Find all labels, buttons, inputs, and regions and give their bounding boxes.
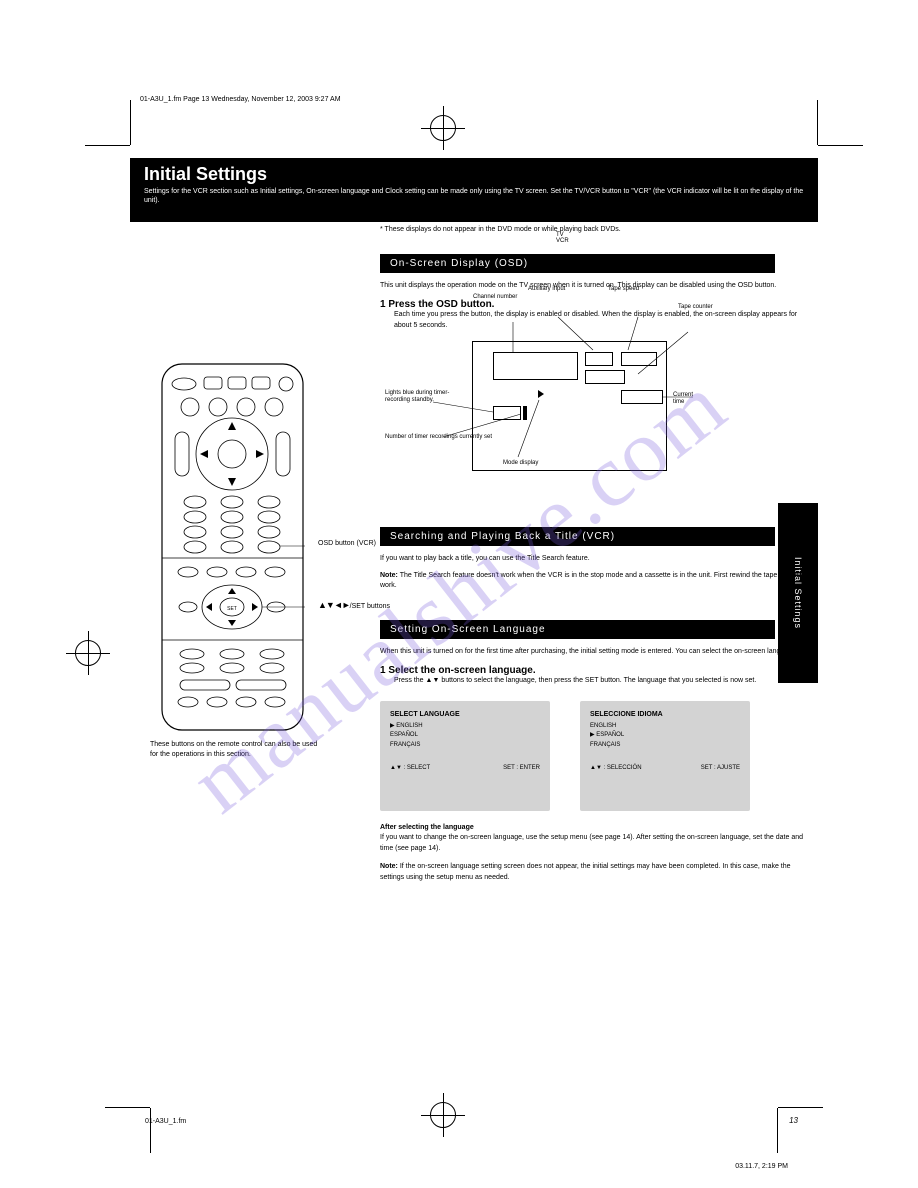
- lang-hint: ▲▼ : SELECT: [390, 764, 430, 774]
- remote-illustration: SET: [160, 362, 305, 732]
- registration-mark: [75, 640, 101, 666]
- crop-mark: [778, 1107, 823, 1108]
- registration-mark: [430, 115, 456, 141]
- page-subtitle: Settings for the VCR section such as Ini…: [144, 187, 804, 205]
- svg-text:SET: SET: [227, 606, 237, 612]
- callout-channel: Channel number: [473, 294, 517, 301]
- language-screens: SELECT LANGUAGE ▶ ENGLISH ESPAÑOL FRANÇA…: [380, 701, 810, 811]
- arrows-icon: ▲▼◄►: [318, 600, 350, 610]
- osd-step-head: 1 Press the OSD button.: [380, 299, 810, 310]
- section-bar-osd: On-Screen Display (OSD): [380, 254, 775, 273]
- page-number: 13: [789, 1116, 798, 1125]
- osd-step-body: Each time you press the button, the disp…: [394, 310, 810, 331]
- lang-step1-head: 1 Select the on-screen language.: [380, 665, 810, 676]
- search-note: Note: The Title Search feature doesn't w…: [380, 571, 810, 592]
- callout-speed: Tape speed: [608, 286, 639, 293]
- content-column: * These displays do not appear in the DV…: [380, 225, 810, 883]
- crop-mark: [130, 100, 131, 145]
- lang-en-item: FRANÇAIS: [390, 741, 540, 751]
- manual-page: 01-A3U_1.fm Page 13 Wednesday, November …: [0, 0, 918, 1188]
- search-body: If you want to play back a title, you ca…: [380, 554, 810, 565]
- intro-text: * These displays do not appear in the DV…: [380, 225, 810, 236]
- lang-es-item: ▶ ESPAÑOL: [590, 731, 740, 741]
- osd-intro: This unit displays the operation mode on…: [380, 281, 810, 292]
- lang-es-item: FRANÇAIS: [590, 741, 740, 751]
- remote-caption: These buttons on the remote control can …: [150, 740, 320, 760]
- callout-timer-set: Number of timer recordings currently set: [385, 434, 495, 441]
- lang-es-title: SELECCIONE IDIOMA: [590, 709, 740, 720]
- lang-note: Note: If the on-screen language setting …: [380, 862, 810, 883]
- osd-button-label: OSD button (VCR): [318, 540, 376, 548]
- osd-diagram: Channel number Auxiliary input Tape spee…: [472, 341, 667, 471]
- lang-en-item: ▶ ENGLISH: [390, 722, 540, 732]
- section-bar-search: Searching and Playing Back a Title (VCR): [380, 527, 775, 546]
- lang-hint: SET : ENTER: [503, 764, 540, 774]
- lang-after: After selecting the language If you want…: [380, 823, 810, 855]
- crop-mark: [150, 1108, 151, 1153]
- callout-time: Current time: [673, 392, 693, 406]
- file-header: 01-A3U_1.fm Page 13 Wednesday, November …: [140, 96, 341, 103]
- lang-hint: SET : AJUSTE: [701, 764, 740, 774]
- language-screen-en: SELECT LANGUAGE ▶ ENGLISH ESPAÑOL FRANÇA…: [380, 701, 550, 811]
- registration-mark: [430, 1102, 456, 1128]
- crop-mark: [105, 1107, 150, 1108]
- date-stamp: 03.11.7, 2:19 PM: [735, 1163, 788, 1170]
- callout-aux: Auxiliary input: [528, 286, 565, 293]
- section-bar-language: Setting On-Screen Language: [380, 620, 775, 639]
- callout-timer-bar: Lights blue during timer-recording stand…: [385, 390, 465, 404]
- crop-mark: [818, 145, 863, 146]
- language-screen-es: SELECCIONE IDIOMA ENGLISH ▶ ESPAÑOL FRAN…: [580, 701, 750, 811]
- callout-counter: Tape counter: [678, 304, 738, 311]
- lang-en-title: SELECT LANGUAGE: [390, 709, 540, 720]
- crop-mark: [85, 145, 130, 146]
- callout-mode: Mode display: [503, 460, 538, 467]
- crop-mark: [817, 100, 818, 145]
- page-title-bar: Initial Settings Settings for the VCR se…: [130, 158, 818, 222]
- language-intro: When this unit is turned on for the firs…: [380, 647, 810, 658]
- lang-es-item: ENGLISH: [590, 722, 740, 732]
- file-stamp: 01-A3U_1.fm: [145, 1118, 186, 1125]
- lang-en-item: ESPAÑOL: [390, 731, 540, 741]
- crop-mark: [777, 1108, 778, 1153]
- lang-step1-body: Press the ▲▼ buttons to select the langu…: [394, 676, 810, 687]
- page-title: Initial Settings: [144, 164, 804, 185]
- lang-hint: ▲▼ : SELECCIÓN: [590, 764, 642, 774]
